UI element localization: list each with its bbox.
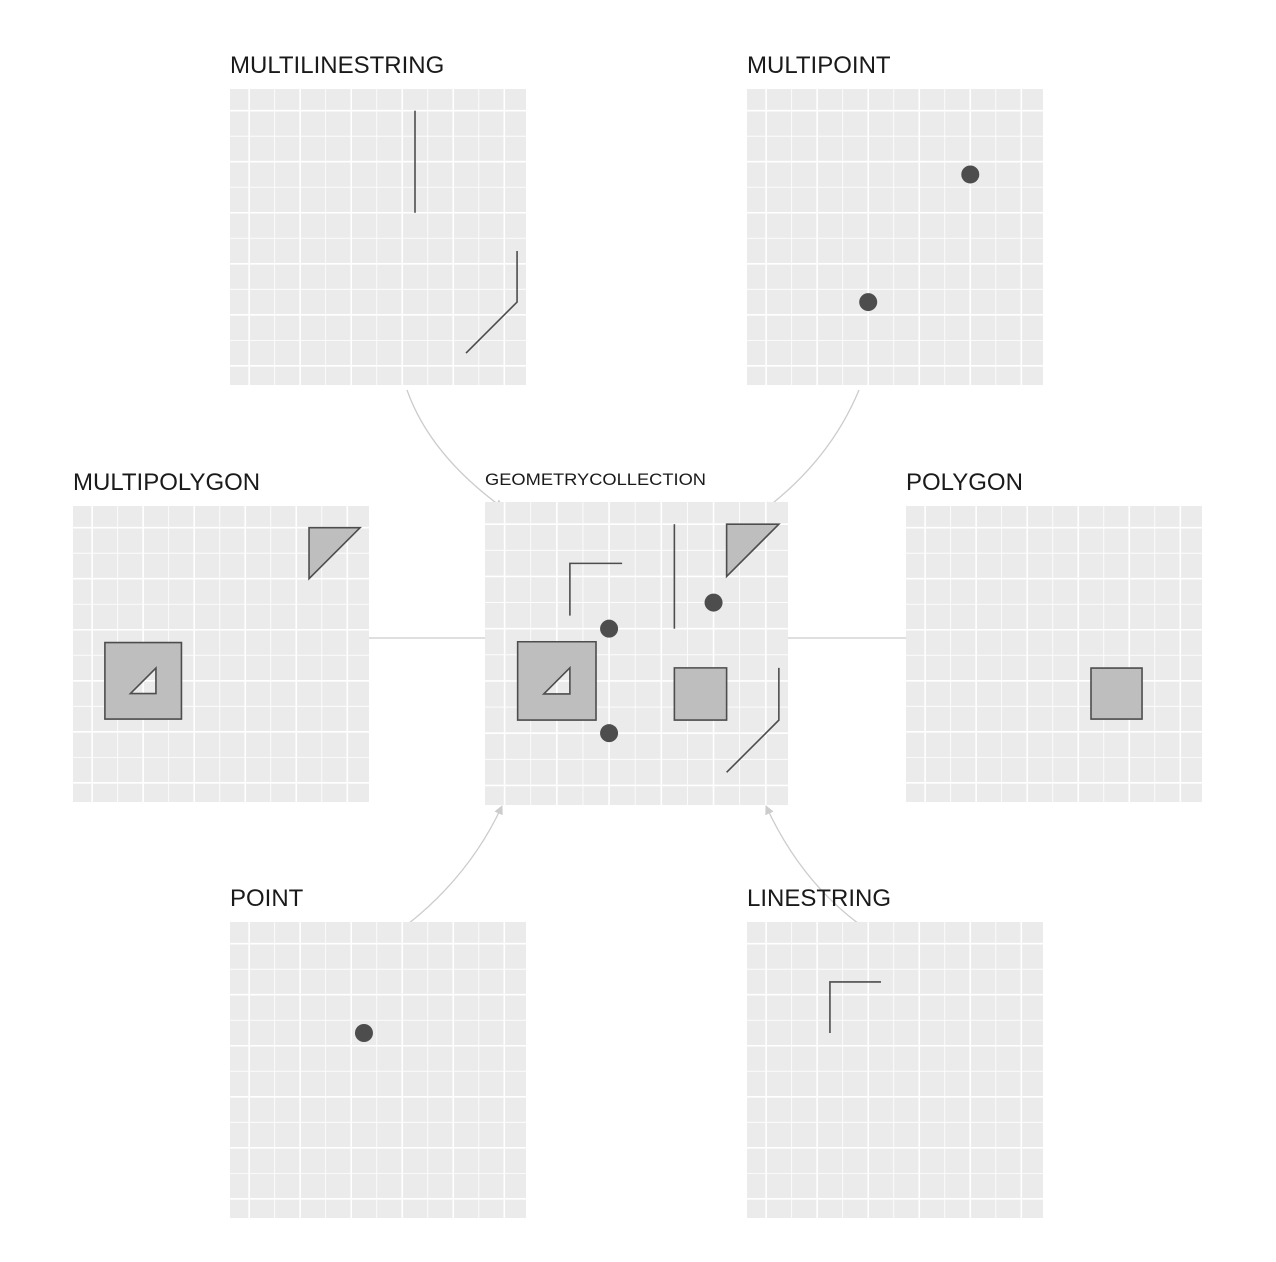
point-marker xyxy=(354,1024,373,1042)
linestring-path xyxy=(569,562,623,616)
panel-background xyxy=(747,922,1043,1218)
multipolygon-shape xyxy=(725,523,781,579)
polygon-shape xyxy=(673,667,728,721)
polygon-shape xyxy=(1090,667,1143,720)
arrow-linestring-to-collection xyxy=(765,805,860,925)
panel-background xyxy=(230,922,526,1218)
panel-geometrycollection xyxy=(485,502,788,805)
arrow-multilinestring-to-collection xyxy=(406,389,504,509)
panel-title-polygon: POLYGON xyxy=(906,469,1023,496)
panel-title-multipolygon: MULTIPOLYGON xyxy=(73,469,260,496)
panel-title-point: POINT xyxy=(230,885,304,912)
point-marker xyxy=(600,619,619,638)
panel-multipolygon xyxy=(73,506,369,802)
panel-title-multipoint: MULTIPOINT xyxy=(747,52,891,79)
arrows-layer xyxy=(360,389,918,925)
panel-linestring xyxy=(747,922,1043,1218)
panel-title-geometrycollection: GEOMETRYCOLLECTION xyxy=(485,470,706,489)
panel-multilinestring xyxy=(230,89,526,385)
panel-background xyxy=(230,89,526,385)
multilinestring-path xyxy=(726,667,780,773)
panel-background xyxy=(747,89,1043,385)
panel-background xyxy=(906,506,1202,802)
point-marker xyxy=(704,593,723,612)
panel-multipoint xyxy=(747,89,1043,385)
point-marker xyxy=(859,293,878,312)
panel-polygon xyxy=(906,506,1202,802)
multipolygon-shape xyxy=(104,641,183,720)
multipolygon-shape xyxy=(308,526,363,581)
panel-title-linestring: LINESTRING xyxy=(747,885,891,912)
arrow-point-to-collection xyxy=(407,805,503,925)
multilinestring-path xyxy=(465,251,518,354)
panel-point xyxy=(230,922,526,1218)
multipolygon-shape xyxy=(516,640,597,721)
arrow-multipoint-to-collection xyxy=(763,389,860,511)
linestring-path xyxy=(829,981,881,1033)
point-marker xyxy=(961,165,980,184)
point-marker xyxy=(600,724,619,743)
panel-title-multilinestring: MULTILINESTRING xyxy=(230,52,444,79)
